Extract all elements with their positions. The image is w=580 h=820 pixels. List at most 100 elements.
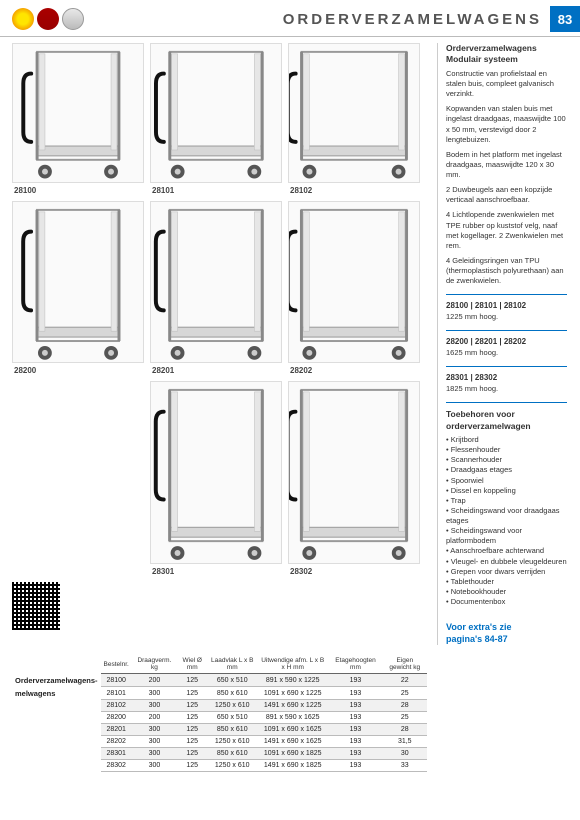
sidebar-para: Constructie van profielstaal en stalen b… (446, 69, 567, 99)
sidebar-para: Kopwanden van stalen buis met ingelast d… (446, 104, 567, 145)
table-row: 28200200125650 x 510891 x 590 x 16251932… (12, 712, 427, 724)
sidebar-para: Bodem in het platform met ingelast draad… (446, 150, 567, 180)
accessory-item: Vleugel- en dubbele vleugeldeuren (446, 557, 567, 567)
table-cell: 300 (132, 748, 177, 760)
accessory-item: Trap (446, 496, 567, 506)
product-image (288, 43, 420, 183)
variant-height: 1825 mm hoog. (446, 384, 567, 394)
product-code: 28302 (288, 564, 420, 576)
table-cell: 193 (328, 736, 382, 748)
product-grid: 28100 28101 28102 (12, 43, 427, 645)
table-cell: 193 (328, 700, 382, 712)
table-col-header: Bestelnr. (101, 655, 132, 674)
table-cell: 193 (328, 760, 382, 772)
accessory-item: Scheidingswand voor draadgaas etages (446, 506, 567, 526)
table-cell: 33 (383, 760, 427, 772)
table-row: melwagens28101300125850 x 6101091 x 690 … (12, 687, 427, 700)
accessory-item: Flessenhouder (446, 445, 567, 455)
product-image (12, 201, 144, 364)
product-code: 28102 (288, 183, 420, 195)
variant-codes: 28301 | 28302 (446, 373, 567, 384)
table-cell: 1250 x 610 (207, 760, 257, 772)
accessories-list: KrijtbordFlessenhouderScannerhouderDraad… (446, 435, 567, 607)
table-cell: 25 (383, 712, 427, 724)
table-row-header (12, 724, 101, 736)
table-row: 28201300125850 x 6101091 x 690 x 1625193… (12, 724, 427, 736)
sidebar-para: 4 Lichtlopende zwenkwielen met TPE rubbe… (446, 210, 567, 251)
accessory-item: Krijtbord (446, 435, 567, 445)
product-image (288, 201, 420, 364)
table-col-header: Laadvlak L x B mm (207, 655, 257, 674)
table-row-header (12, 700, 101, 712)
product-card: 28201 (150, 201, 282, 376)
table-cell: 650 x 510 (207, 674, 257, 687)
accessory-item: Dissel en koppeling (446, 486, 567, 496)
qr-code-icon (12, 582, 60, 630)
accessory-item: Scannerhouder (446, 455, 567, 465)
table-row-header: melwagens (12, 687, 101, 700)
product-image (150, 201, 282, 364)
table-cell: 1250 x 610 (207, 700, 257, 712)
table-cell: 300 (132, 700, 177, 712)
product-code: 28301 (150, 564, 282, 576)
table-cell: 850 x 610 (207, 687, 257, 700)
table-cell: 891 x 590 x 1225 (257, 674, 328, 687)
table-cell: 200 (132, 674, 177, 687)
page-title: ORDERVERZAMELWAGENS (84, 11, 550, 28)
table-cell: 125 (177, 748, 207, 760)
sidebar-para: 4 Geleidingsringen van TPU (thermoplasti… (446, 256, 567, 286)
spec-table: Bestelnr.Draagverm. kgWiel Ø mmLaadvlak … (12, 655, 427, 772)
table-cell: 125 (177, 760, 207, 772)
table-cell: 28301 (101, 748, 132, 760)
table-col-header: Etagehoogten mm (328, 655, 382, 674)
table-cell: 28 (383, 700, 427, 712)
sidebar-para: 2 Duwbeugels aan een kopzijde verticaal … (446, 185, 567, 205)
accessory-item: Spoorwiel (446, 476, 567, 486)
badge-guarantee-icon (12, 8, 34, 30)
table-cell: 1091 x 690 x 1225 (257, 687, 328, 700)
table-cell: 193 (328, 687, 382, 700)
table-cell: 300 (132, 736, 177, 748)
see-extras-1: Voor extra's zie (446, 621, 567, 633)
product-code: 28200 (12, 363, 144, 375)
product-card: 28200 (12, 201, 144, 376)
table-cell: 850 x 610 (207, 724, 257, 736)
table-cell: 1491 x 690 x 1825 (257, 760, 328, 772)
table-cell: 125 (177, 687, 207, 700)
table-cell: 891 x 590 x 1625 (257, 712, 328, 724)
table-row-header (12, 736, 101, 748)
table-col-header: Uitwendige afm. L x B x H mm (257, 655, 328, 674)
badge-made-in-icon (37, 8, 59, 30)
page-header: ORDERVERZAMELWAGENS 83 (0, 0, 580, 37)
accessory-item: Aanschroefbare achterwand (446, 546, 567, 556)
table-col-header: Eigen gewicht kg (383, 655, 427, 674)
spec-table-wrap: Bestelnr.Draagverm. kgWiel Ø mmLaadvlak … (0, 651, 580, 780)
table-cell: 193 (328, 724, 382, 736)
table-cell: 193 (328, 712, 382, 724)
accessory-item: Scheidingswand voor platformbodem (446, 526, 567, 546)
table-cell: 125 (177, 700, 207, 712)
table-cell: 193 (328, 674, 382, 687)
table-cell: 300 (132, 760, 177, 772)
table-row-header (12, 760, 101, 772)
accessories-heading: Toebehoren voor orderverzamelwagen (446, 409, 567, 432)
table-cell: 1250 x 610 (207, 736, 257, 748)
table-cell: 28201 (101, 724, 132, 736)
table-cell: 650 x 510 (207, 712, 257, 724)
table-cell: 125 (177, 712, 207, 724)
table-cell: 200 (132, 712, 177, 724)
table-col-header: Wiel Ø mm (177, 655, 207, 674)
accessory-item: Notebookhouder (446, 587, 567, 597)
product-card: 28301 (150, 381, 282, 576)
table-cell: 28102 (101, 700, 132, 712)
quality-badges (12, 8, 84, 30)
table-cell: 125 (177, 674, 207, 687)
table-cell: 300 (132, 724, 177, 736)
product-card: 28102 (288, 43, 420, 195)
table-cell: 28100 (101, 674, 132, 687)
table-cell: 22 (383, 674, 427, 687)
table-cell: 125 (177, 736, 207, 748)
table-col-header: Draagverm. kg (132, 655, 177, 674)
table-row: 282023001251250 x 6101491 x 690 x 162519… (12, 736, 427, 748)
table-cell: 1091 x 690 x 1625 (257, 724, 328, 736)
